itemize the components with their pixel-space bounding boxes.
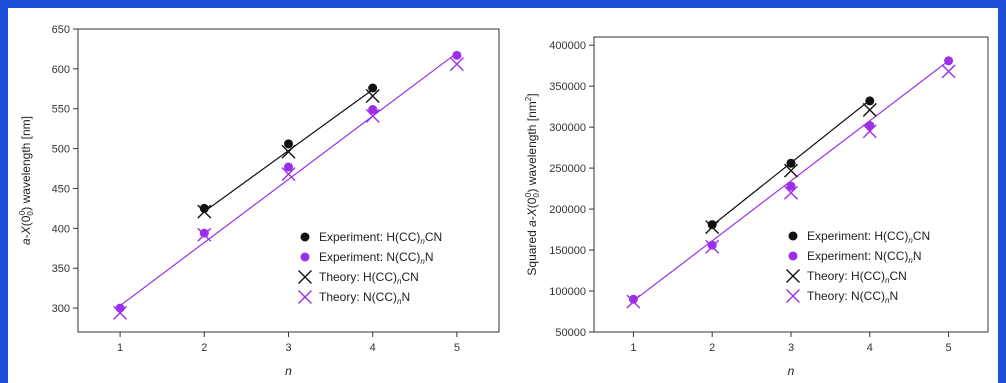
legend-marker bbox=[300, 232, 310, 242]
data-point bbox=[628, 294, 638, 304]
data-point bbox=[944, 56, 954, 66]
data-point bbox=[281, 144, 296, 159]
data-point bbox=[115, 303, 125, 313]
data-point bbox=[113, 305, 128, 320]
y-axis-label: Squared a-X(000) wavelength [nm2] bbox=[524, 93, 541, 275]
data-point bbox=[865, 121, 875, 130]
legend-label: Theory: H(CC)nCN bbox=[319, 270, 419, 286]
y-tick-label: 650 bbox=[52, 24, 70, 36]
y-tick-label: 300000 bbox=[549, 122, 586, 134]
data-point bbox=[284, 139, 293, 149]
legend: Experiment: H(CC)nCN Experiment: N(CC)nN T… bbox=[298, 230, 442, 306]
y-tick-label: 400 bbox=[52, 223, 70, 235]
data-point bbox=[365, 108, 380, 123]
data-point bbox=[368, 83, 378, 93]
data-point bbox=[707, 220, 717, 230]
y-tick-label: 550 bbox=[52, 104, 70, 116]
y-tick-label: 150000 bbox=[549, 245, 586, 257]
x-axis-label: n bbox=[285, 364, 292, 378]
data-point bbox=[197, 204, 212, 219]
x-tick-label: 2 bbox=[201, 342, 207, 354]
data-point bbox=[199, 203, 209, 213]
x-tick-label: 1 bbox=[117, 342, 123, 354]
data-point bbox=[626, 294, 641, 309]
data-point bbox=[865, 96, 875, 106]
legend-marker bbox=[300, 252, 310, 262]
legend-label: Experiment: H(CC)nCN bbox=[319, 230, 442, 246]
fit-line bbox=[203, 89, 374, 213]
legend-label: Theory: H(CC)nCN bbox=[807, 269, 907, 285]
data-point bbox=[941, 64, 956, 79]
data-point bbox=[862, 124, 877, 139]
y-tick-label: 350 bbox=[52, 263, 70, 275]
figure-svg: 300 350 400 450 500 550 600 650 1 2 3 4 5 n a-X(000) w… bbox=[18, 24, 989, 378]
chart-1: 300 350 400 450 500 550 600 650 1 2 3 4 5 n a-X(000) w… bbox=[18, 24, 500, 378]
data-point bbox=[786, 181, 796, 191]
x-tick-label: 3 bbox=[285, 342, 291, 354]
legend-marker bbox=[786, 289, 800, 303]
legend-marker bbox=[788, 251, 798, 261]
y-tick-label: 100000 bbox=[549, 286, 586, 298]
y-tick-label: 450 bbox=[52, 183, 70, 195]
y-tick-label: 200000 bbox=[549, 204, 586, 216]
figure-frame: 300 350 400 450 500 550 600 650 1 2 3 4 5 n a-X(000) w… bbox=[8, 8, 998, 383]
plot-frame bbox=[77, 28, 500, 333]
fit-line bbox=[119, 52, 458, 307]
x-axis-label: n bbox=[788, 364, 795, 378]
data-point bbox=[707, 240, 717, 250]
data-point bbox=[784, 163, 798, 178]
x-tick-label: 4 bbox=[370, 342, 376, 354]
legend-label: Theory: N(CC)nN bbox=[807, 289, 898, 305]
data-point bbox=[284, 162, 293, 172]
y-tick-label: 50000 bbox=[555, 327, 586, 339]
y-axis-label: a-X(000) wavelength [nm] bbox=[18, 116, 35, 245]
x-tick-label: 2 bbox=[709, 342, 715, 354]
chart-2: 50000 100000 150000 200000 250000 300000 35000… bbox=[524, 36, 989, 378]
x-tick-label: 3 bbox=[788, 342, 794, 354]
legend-label: Experiment: N(CC)nN bbox=[319, 250, 433, 266]
legend-label: Experiment: H(CC)nCN bbox=[807, 229, 930, 245]
data-point bbox=[784, 185, 798, 200]
legend-label: Theory: N(CC)nN bbox=[319, 290, 410, 306]
data-point bbox=[197, 227, 212, 242]
legend-marker bbox=[786, 269, 800, 283]
x-tick-label: 1 bbox=[630, 342, 636, 354]
data-point bbox=[199, 228, 209, 238]
data-point bbox=[449, 57, 464, 72]
data-point bbox=[452, 50, 462, 60]
x-tick-label: 5 bbox=[946, 342, 952, 354]
y-tick-label: 300 bbox=[52, 303, 70, 315]
legend-marker bbox=[788, 231, 798, 241]
data-point bbox=[705, 239, 720, 254]
data-point bbox=[705, 220, 720, 235]
y-tick-label: 400000 bbox=[549, 40, 586, 52]
data-point bbox=[365, 88, 380, 103]
y-tick-label: 350000 bbox=[549, 81, 586, 93]
data-point bbox=[862, 102, 877, 117]
x-tick-label: 4 bbox=[867, 342, 873, 354]
data-point bbox=[786, 158, 796, 168]
y-tick-label: 600 bbox=[52, 64, 70, 76]
y-tick-label: 500 bbox=[52, 144, 70, 156]
y-tick-label: 250000 bbox=[549, 163, 586, 175]
legend-marker bbox=[298, 290, 312, 304]
fit-line bbox=[633, 60, 949, 302]
data-point bbox=[281, 167, 296, 182]
legend-label: Experiment: N(CC)nN bbox=[807, 249, 921, 265]
legend-marker bbox=[298, 270, 312, 284]
x-tick-label: 5 bbox=[454, 342, 460, 354]
data-point bbox=[368, 105, 378, 115]
legend: Experiment: H(CC)nCN Experiment: N(CC)nN T… bbox=[786, 229, 930, 305]
